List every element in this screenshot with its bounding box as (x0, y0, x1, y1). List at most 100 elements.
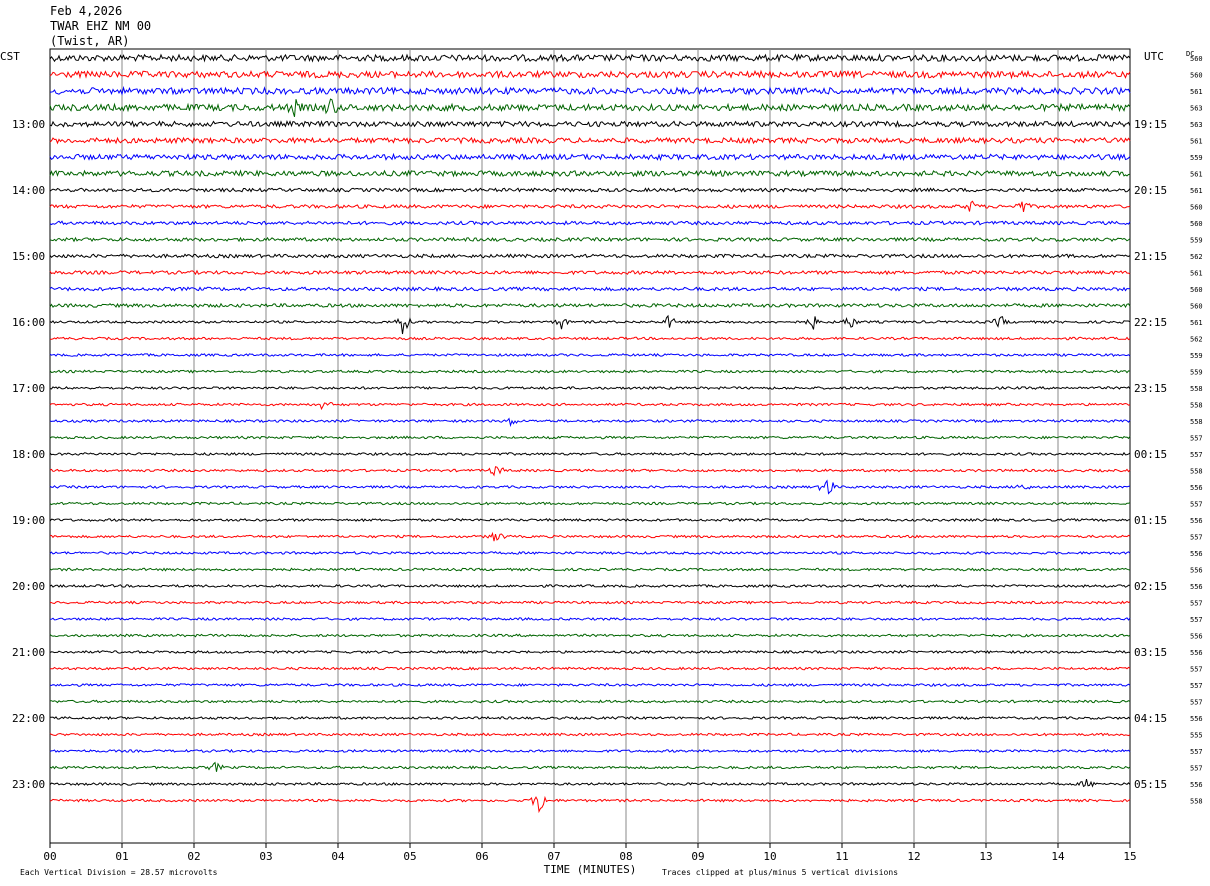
chart-date: Feb 4,2026 (50, 4, 123, 18)
trace-line (49, 417, 1131, 428)
dc-value-label: 560 (1190, 303, 1203, 311)
dc-value-label: 558 (1190, 798, 1203, 806)
dc-value-label: 560 (1190, 72, 1203, 80)
trace-line (49, 136, 1131, 145)
trace-line (49, 479, 1131, 495)
x-tick-label: 13 (979, 850, 992, 863)
cst-hour-label: 17:00 (12, 382, 45, 395)
scale-note: Each Vertical Division = 28.57 microvolt… (20, 868, 218, 877)
dc-value-label: 561 (1190, 138, 1203, 146)
trace-line (49, 187, 1131, 193)
dc-value-label: 559 (1190, 369, 1203, 377)
dc-value-label: 557 (1190, 666, 1203, 674)
trace-line (50, 699, 1131, 704)
dc-value-label: 556 (1190, 517, 1203, 525)
x-tick-label: 00 (43, 850, 56, 863)
x-tick-label: 06 (475, 850, 488, 863)
trace-line (49, 795, 1131, 814)
dc-value-label: 556 (1190, 567, 1203, 575)
trace-line (49, 666, 1131, 671)
dc-value-label: 558 (1190, 468, 1203, 476)
trace-line (49, 200, 1131, 213)
trace-line (49, 352, 1131, 358)
trace-line (49, 85, 1131, 96)
trace-line (49, 152, 1131, 162)
cst-hour-label: 23:00 (12, 778, 45, 791)
trace-line (49, 517, 1131, 523)
dc-value-label: 562 (1190, 336, 1203, 344)
dc-value-label: 559 (1190, 352, 1203, 360)
dc-value-label: 557 (1190, 699, 1203, 707)
trace-line (49, 220, 1131, 226)
dc-value-label: 560 (1190, 220, 1203, 228)
x-axis-label: TIME (MINUTES) (544, 863, 637, 876)
utc-hour-label: 05:15 (1134, 778, 1167, 791)
dc-value-label: 556 (1190, 484, 1203, 492)
dc-value-label: 555 (1190, 732, 1203, 740)
dc-value-label: 561 (1190, 319, 1203, 327)
dc-value-label: 556 (1190, 715, 1203, 723)
cst-hour-label: 16:00 (12, 316, 45, 329)
utc-hour-label: 02:15 (1134, 580, 1167, 593)
trace-line (49, 778, 1131, 788)
utc-hour-label: 01:15 (1134, 514, 1167, 527)
utc-hour-label: 19:15 (1134, 118, 1167, 131)
dc-value-label: 560 (1190, 286, 1203, 294)
trace-line (49, 683, 1131, 688)
cst-hour-label: 19:00 (12, 514, 45, 527)
cst-hour-label: 14:00 (12, 184, 45, 197)
x-tick-label: 05 (403, 850, 416, 863)
cst-hour-label: 22:00 (12, 712, 45, 725)
dc-value-label: 557 (1190, 451, 1203, 459)
trace-line (49, 314, 1131, 335)
trace-line (49, 501, 1131, 506)
utc-hour-label: 03:15 (1134, 646, 1167, 659)
trace-line (49, 531, 1131, 542)
dc-value-label: 556 (1190, 633, 1203, 641)
x-tick-label: 03 (259, 850, 272, 863)
cst-hour-label: 15:00 (12, 250, 45, 263)
trace-line (49, 732, 1131, 737)
dc-value-label: 556 (1190, 550, 1203, 558)
utc-hour-label: 04:15 (1134, 712, 1167, 725)
trace-line (49, 633, 1131, 638)
trace-line (49, 466, 1131, 477)
trace-line (49, 649, 1131, 655)
trace-line (49, 69, 1131, 80)
trace-line (49, 302, 1131, 309)
trace-line (49, 236, 1131, 243)
cst-hour-label: 20:00 (12, 580, 45, 593)
utc-hour-label: 21:15 (1134, 250, 1167, 263)
trace-line (49, 617, 1131, 621)
trace-line (49, 401, 1131, 411)
x-tick-label: 09 (691, 850, 704, 863)
trace-line (49, 253, 1131, 259)
cst-hour-label: 21:00 (12, 646, 45, 659)
cst-hour-label: 13:00 (12, 118, 45, 131)
dc-value-label: 559 (1190, 237, 1203, 245)
trace-line (49, 761, 1131, 772)
dc-value-label: 560 (1190, 55, 1203, 63)
x-tick-label: 08 (619, 850, 632, 863)
x-tick-label: 02 (187, 850, 200, 863)
trace-line (49, 584, 1130, 589)
dc-value-label: 556 (1190, 583, 1203, 591)
cst-hour-label: 18:00 (12, 448, 45, 461)
trace-line (49, 748, 1131, 754)
dc-value-label: 557 (1190, 501, 1203, 509)
trace-line (49, 169, 1131, 178)
trace-line (49, 551, 1131, 556)
dc-value-label: 557 (1190, 616, 1203, 624)
trace-line (49, 435, 1131, 440)
utc-hour-label: 23:15 (1134, 382, 1167, 395)
plot-frame (49, 48, 1131, 844)
trace-line (49, 451, 1131, 456)
x-tick-label: 01 (115, 850, 128, 863)
trace-line (49, 386, 1131, 390)
trace-line (49, 98, 1131, 117)
dc-value-label: 563 (1190, 105, 1203, 113)
dc-value-label: 561 (1190, 187, 1203, 195)
dc-value-label: 557 (1190, 682, 1203, 690)
cst-axis-label: CST (0, 50, 20, 63)
